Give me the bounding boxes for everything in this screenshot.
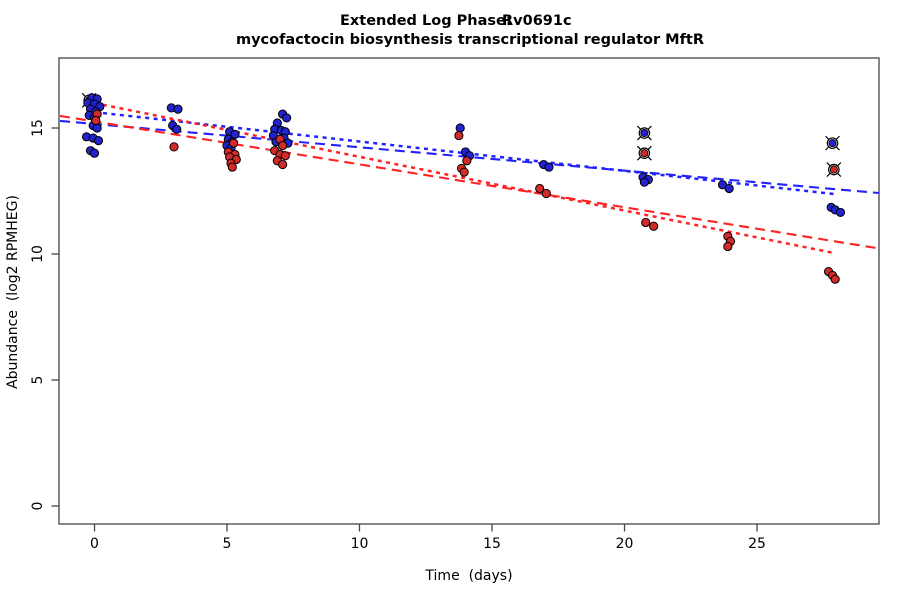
outlier-marker-red-condition [636,145,652,161]
y-tick-label: 15 [30,119,46,137]
outlier-marker-blue-condition [825,135,840,151]
data-point-blue-condition [172,124,182,134]
trend-line-red-dashed-fit [59,114,880,250]
outlier-dot [640,128,649,138]
data-point-blue-condition [724,183,734,194]
x-axis-label: Time (days) [424,568,512,584]
outlier-marker-red-condition [826,162,842,178]
data-point-blue-condition [92,123,102,133]
trend-lines-group [59,101,880,255]
y-tick-label: 5 [30,376,46,385]
data-point-red-condition [541,188,551,199]
data-point-red-condition [830,274,840,284]
outlier-dot [829,165,838,174]
data-point-red-condition [278,159,288,170]
x-tick-label: 0 [90,536,99,552]
trend-line-blue-dashed-fit [59,119,879,195]
x-tick-label: 5 [223,536,232,552]
title-line1-right: Rv0691c [502,13,572,29]
data-point-red-condition [454,130,464,141]
data-point-red-condition [229,138,239,148]
x-tick-label: 20 [616,536,634,552]
title-line1-left: Extended Log Phase: [340,13,512,29]
title-line2: mycofactocin biosynthesis transcriptiona… [236,32,704,48]
data-point-red-condition [649,221,659,231]
data-point-blue-condition [639,177,649,187]
data-point-blue-condition [93,136,104,146]
data-point-red-condition [280,151,290,161]
outlier-marker-blue-condition [636,125,652,141]
y-axis: 0 5 10 15 [30,119,59,510]
outlier-dot [828,139,837,148]
data-point-blue-condition [455,123,465,133]
data-point-red-condition [227,162,237,172]
x-tick-label: 10 [351,536,369,552]
data-point-red-condition [91,115,101,126]
data-point-blue-condition [544,162,554,172]
data-point-red-condition [278,141,288,151]
trend-line-red-dotted-fit [94,101,835,255]
y-axis-label: Abundance (log2 RPMHEG) [5,195,21,389]
data-point-red-condition [462,156,472,166]
data-point-red-condition [535,183,545,194]
chart-title: Extended Log Phase: Rv0691c mycofactocin… [236,13,704,48]
data-point-blue-condition [835,207,846,218]
plot-box [58,57,880,525]
x-axis: 0 5 10 15 20 25 [90,524,766,552]
data-point-blue-condition [173,104,183,114]
outlier-dot [640,149,649,158]
x-tick-label: 15 [483,536,501,552]
data-point-red-condition [641,217,651,228]
y-tick-label: 0 [30,502,46,511]
data-point-red-condition [459,167,469,177]
data-point-blue-condition [282,113,292,123]
data-point-red-condition [169,142,179,152]
data-points-group [81,93,846,284]
y-tick-label: 10 [30,245,46,263]
x-tick-label: 25 [748,536,766,552]
data-point-blue-condition [89,148,100,158]
data-point-red-condition [723,241,733,252]
